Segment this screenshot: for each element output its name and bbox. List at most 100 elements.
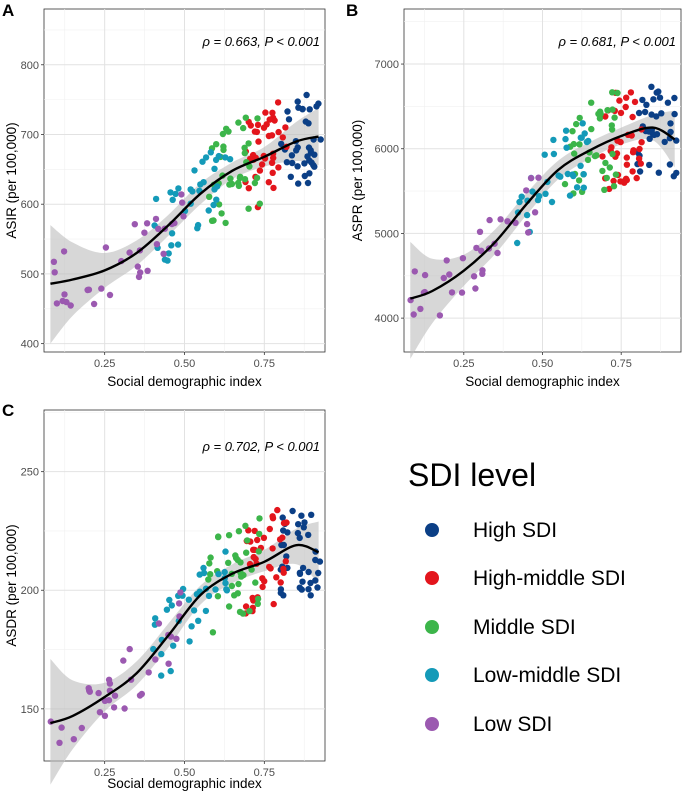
panel-b-point-high bbox=[645, 128, 653, 135]
legend-label-high-middle: High-middle SDI bbox=[473, 567, 626, 590]
panel-c-point-high-middle bbox=[274, 506, 281, 514]
panel-b-point-low bbox=[527, 174, 535, 182]
panel-b-point-high bbox=[661, 138, 668, 146]
panel-a-point-high bbox=[289, 159, 296, 167]
panel-b-point-low-middle bbox=[555, 172, 562, 179]
panel-a-point-low bbox=[53, 300, 61, 307]
panel-a-point-low bbox=[135, 273, 143, 281]
panel-a-point-low bbox=[59, 297, 66, 305]
panel-a-point-high-middle bbox=[266, 116, 273, 123]
panel-a-point-high-middle bbox=[265, 179, 272, 186]
legend-swatch-low bbox=[425, 717, 439, 731]
panel-c-point-middle bbox=[254, 595, 262, 603]
panel-b-point-low-middle bbox=[516, 198, 523, 206]
panel-b-point-high-middle bbox=[610, 177, 617, 185]
panel-c-point-low bbox=[175, 600, 183, 607]
panel-c-point-high-middle bbox=[269, 545, 276, 552]
panel-b-point-high-middle bbox=[623, 161, 631, 168]
legend-label-middle: Middle SDI bbox=[473, 616, 576, 639]
panel-c-point-high-middle bbox=[249, 594, 256, 602]
panel-c-point-middle bbox=[239, 610, 247, 617]
panel-c-point-middle bbox=[256, 515, 263, 522]
panel-c-point-middle bbox=[225, 532, 233, 539]
panel-b-point-high bbox=[635, 109, 643, 117]
panel-a-y-tick-label: 600 bbox=[21, 199, 39, 211]
panel-a-point-low-middle bbox=[168, 242, 175, 249]
panel-c-point-high-middle bbox=[266, 525, 273, 533]
panel-b-confidence-band bbox=[410, 110, 675, 359]
panel-c-point-high-middle bbox=[267, 565, 274, 572]
panel-a-point-high-middle bbox=[256, 167, 264, 174]
panel-c-point-middle bbox=[237, 559, 244, 566]
panel-c: C 0.25 0.50 0.75 150 200 250 ρ = 0.702, P < 0… bbox=[2, 401, 326, 791]
panel-c-point-high-middle bbox=[250, 553, 257, 561]
panel-a-point-high bbox=[283, 159, 291, 166]
panel-a-point-high-middle bbox=[245, 185, 252, 192]
panel-b-point-low-middle bbox=[570, 172, 577, 180]
panel-a-point-high-middle bbox=[262, 109, 269, 116]
panel-a-point-high bbox=[301, 172, 308, 180]
panel-label-b: B bbox=[346, 1, 358, 20]
panel-c-point-middle bbox=[207, 571, 214, 578]
panel-b-point-high-middle bbox=[621, 177, 629, 184]
panel-a-point-middle bbox=[235, 182, 243, 190]
panel-a-point-low-middle bbox=[205, 207, 212, 214]
panel-c-point-high bbox=[294, 529, 302, 537]
panel-a-point-middle bbox=[242, 114, 249, 121]
panel-b-point-middle bbox=[569, 128, 576, 135]
panel-a-point-high-middle bbox=[279, 134, 286, 141]
panel-b-point-high-middle bbox=[636, 145, 643, 153]
panel-c-point-middle bbox=[209, 629, 217, 636]
panel-b-point-low bbox=[523, 220, 531, 228]
legend-label-low-middle: Low-middle SDI bbox=[473, 664, 621, 687]
panel-b-point-low-middle bbox=[542, 190, 549, 197]
panel-a-y-axis-title: ASIR (per 100,000) bbox=[4, 122, 19, 238]
panel-b-point-low-middle bbox=[580, 184, 587, 191]
panel-a-point-low bbox=[131, 221, 138, 228]
panel-a-point-low-middle bbox=[210, 201, 217, 209]
panel-c-point-high bbox=[298, 512, 305, 519]
panel-a-point-low-middle bbox=[211, 186, 218, 193]
panel-a-point-high-middle bbox=[270, 184, 277, 192]
panel-a-point-middle bbox=[213, 141, 220, 148]
panel-b-point-high bbox=[673, 169, 680, 177]
panel-a-point-middle bbox=[225, 128, 232, 135]
panel-c-point-high bbox=[300, 524, 307, 531]
panel-c-point-middle bbox=[235, 580, 242, 588]
panel-b-y-tick-label: 4000 bbox=[375, 313, 399, 325]
panel-c-x-tick-label: 0.25 bbox=[94, 767, 115, 779]
panel-c-point-high bbox=[314, 584, 321, 591]
panel-b-point-middle bbox=[614, 89, 621, 97]
panel-a-x-tick-label: 0.75 bbox=[254, 358, 275, 370]
panel-b-point-high bbox=[643, 101, 650, 109]
panel-c-point-high bbox=[299, 564, 307, 572]
panel-a-point-low-middle bbox=[172, 190, 179, 198]
panel-b-point-low bbox=[411, 268, 418, 275]
panel-c-point-low bbox=[120, 657, 127, 664]
panel-c-point-middle bbox=[225, 603, 233, 610]
panel-b-point-low bbox=[478, 247, 485, 254]
panel-b-point-low bbox=[473, 244, 480, 252]
panel-c-point-middle bbox=[256, 530, 263, 538]
panel-a-point-high-middle bbox=[271, 117, 278, 124]
panel-c-point-middle bbox=[206, 560, 213, 567]
panel-a-point-high-middle bbox=[268, 159, 276, 166]
panel-c-point-low-middle bbox=[170, 642, 177, 649]
panel-a-point-middle bbox=[218, 210, 225, 217]
panel-c-point-low-middle bbox=[163, 606, 171, 613]
panel-b-point-low bbox=[410, 311, 417, 318]
panel-c-point-high bbox=[280, 592, 287, 599]
panel-a-point-high bbox=[294, 98, 301, 105]
panel-c-point-high-middle bbox=[259, 575, 266, 582]
panel-a-point-high-middle bbox=[270, 154, 277, 162]
panel-c-x-axis-title: Social demographic index bbox=[107, 776, 262, 791]
panel-c-y-axis-title: ASDR (per 100,000) bbox=[4, 524, 19, 646]
panel-c-point-low bbox=[138, 690, 145, 698]
panel-c-point-middle bbox=[238, 573, 245, 580]
panel-b-point-low-middle bbox=[580, 171, 587, 178]
panel-c-point-low-middle bbox=[158, 672, 165, 679]
panel-c-point-middle bbox=[246, 607, 253, 615]
panel-b-point-low-middle bbox=[562, 135, 569, 143]
panel-a-point-low-middle bbox=[164, 257, 171, 264]
panel-a-point-low bbox=[61, 291, 68, 298]
